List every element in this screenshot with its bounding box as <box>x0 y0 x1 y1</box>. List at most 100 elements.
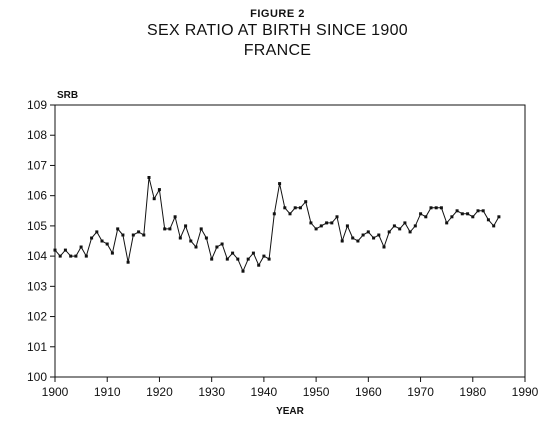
data-point <box>173 215 177 219</box>
data-point <box>387 230 391 234</box>
data-point <box>278 182 282 186</box>
y-tick-label: 107 <box>27 158 47 172</box>
data-point <box>241 269 245 273</box>
data-point <box>246 257 250 261</box>
x-axis-title: YEAR <box>276 406 305 417</box>
series-layer <box>53 176 501 273</box>
data-point <box>116 227 120 231</box>
data-point <box>372 236 376 240</box>
x-tick-label: 1920 <box>146 385 173 399</box>
data-point <box>69 254 73 258</box>
data-point <box>455 209 459 213</box>
chart-titles: FIGURE 2 SEX RATIO AT BIRTH SINCE 1900 F… <box>0 8 555 60</box>
data-point <box>460 212 464 216</box>
y-tick-label: 102 <box>27 310 47 324</box>
data-point <box>445 221 449 225</box>
data-point <box>267 257 271 261</box>
data-point <box>283 206 287 210</box>
data-point <box>204 236 208 240</box>
data-point <box>178 236 182 240</box>
data-point <box>356 239 360 243</box>
y-tick-label: 104 <box>27 249 47 263</box>
y-axis-title: SRB <box>57 90 78 101</box>
y-tick-label: 108 <box>27 128 47 142</box>
data-point <box>168 227 172 231</box>
x-tick-label: 1970 <box>407 385 434 399</box>
figure-label: FIGURE 2 <box>250 8 305 20</box>
chart-title: SEX RATIO AT BIRTH SINCE 1900 <box>147 22 408 39</box>
data-point <box>434 206 438 210</box>
data-point <box>236 257 240 261</box>
y-tick-label: 109 <box>27 98 47 112</box>
data-point <box>251 251 255 255</box>
data-point <box>105 242 109 246</box>
data-point <box>314 227 318 231</box>
data-point <box>199 227 203 231</box>
data-point <box>471 215 475 219</box>
data-point <box>157 188 161 192</box>
data-point <box>398 227 402 231</box>
data-point <box>330 221 334 225</box>
data-point <box>304 200 308 204</box>
data-point <box>492 224 496 228</box>
data-point <box>131 233 135 237</box>
data-point <box>163 227 167 231</box>
x-tick-label: 1990 <box>512 385 539 399</box>
data-point <box>63 248 67 252</box>
data-point <box>361 233 365 237</box>
data-point <box>486 218 490 222</box>
data-point <box>100 239 104 243</box>
series-line <box>54 177 500 273</box>
data-point <box>298 206 302 210</box>
data-point <box>121 233 125 237</box>
data-point <box>382 245 386 249</box>
data-point <box>351 236 355 240</box>
x-tick-label: 1930 <box>198 385 225 399</box>
data-point <box>293 206 297 210</box>
data-point <box>481 209 485 213</box>
data-point <box>429 206 433 210</box>
data-point <box>126 260 130 264</box>
x-tick-label: 1950 <box>303 385 330 399</box>
data-point <box>137 230 141 234</box>
data-point <box>413 224 417 228</box>
x-tick-label: 1940 <box>251 385 278 399</box>
data-point <box>450 215 454 219</box>
data-point <box>84 254 88 258</box>
data-point <box>392 224 396 228</box>
data-point <box>476 209 480 213</box>
chart-subtitle: FRANCE <box>243 42 312 59</box>
data-point <box>345 224 349 228</box>
data-point <box>408 230 412 234</box>
data-point <box>53 248 57 252</box>
data-point <box>419 212 423 216</box>
data-point <box>220 242 224 246</box>
y-tick-label: 103 <box>27 279 47 293</box>
data-point <box>152 197 156 201</box>
data-point <box>257 263 261 267</box>
data-point <box>439 206 443 210</box>
data-point <box>90 236 94 240</box>
data-point <box>288 212 292 216</box>
data-point <box>466 212 470 216</box>
data-point <box>110 251 114 255</box>
data-point <box>424 215 428 219</box>
data-point <box>325 221 329 225</box>
x-tick-label: 1960 <box>355 385 382 399</box>
y-tick-label: 101 <box>27 340 47 354</box>
data-point <box>79 245 83 249</box>
x-tick-label: 1980 <box>459 385 486 399</box>
x-axis: 1900 1910 1920 1930 1940 1950 1960 1970 1980 1990 <box>42 377 539 399</box>
y-tick-label: 106 <box>27 189 47 203</box>
data-point <box>58 254 62 258</box>
data-point <box>74 254 78 258</box>
y-tick-label: 105 <box>27 219 47 233</box>
data-point <box>194 245 198 249</box>
data-point <box>184 224 188 228</box>
data-point <box>319 224 323 228</box>
data-point <box>231 251 235 255</box>
data-point <box>497 215 501 219</box>
data-point <box>403 221 407 225</box>
y-tick-label: 100 <box>27 370 47 384</box>
